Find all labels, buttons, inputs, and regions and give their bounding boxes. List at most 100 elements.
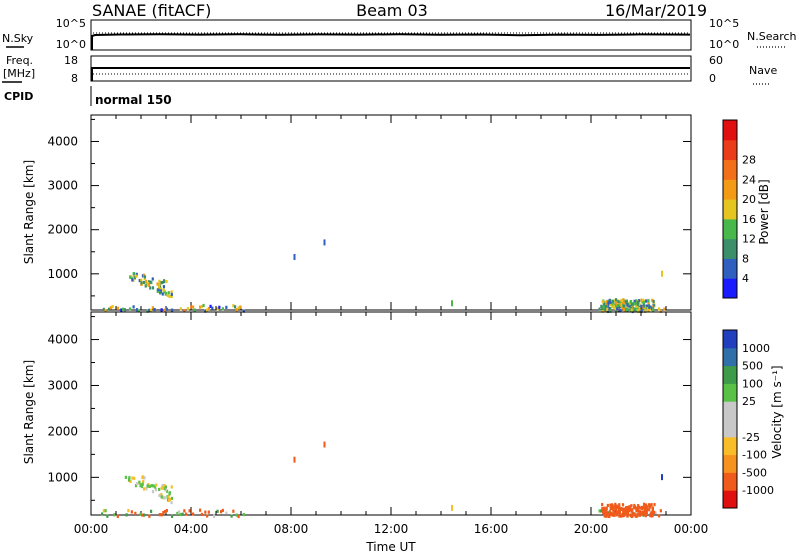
data-cell: [232, 509, 235, 513]
data-cell: [598, 509, 601, 513]
x-tick-label: 00:00: [674, 522, 709, 536]
colorbar-frame: [722, 329, 738, 509]
data-cell: [601, 506, 604, 511]
data-cell: [167, 291, 170, 295]
data-cell: [611, 513, 614, 517]
data-cell: [606, 309, 610, 313]
data-cell: [102, 307, 105, 311]
data-cell: [144, 284, 147, 288]
data-cell: [663, 307, 666, 311]
data-cell: [139, 512, 142, 516]
data-cell: [636, 512, 639, 516]
data-cell: [614, 298, 618, 302]
data-cell: [648, 508, 651, 512]
data-cell: [232, 304, 235, 308]
power-data: [102, 239, 666, 314]
data-cell: [636, 302, 639, 306]
nsearch-tick-low: 10^0: [709, 38, 739, 51]
data-cell: [605, 513, 608, 517]
data-cell: [609, 300, 612, 304]
data-cell: [148, 484, 151, 488]
data-cell: [635, 507, 638, 511]
data-cell: [129, 307, 132, 311]
data-cell: [613, 306, 616, 310]
data-cell: [167, 498, 171, 502]
data-cell: [646, 505, 649, 509]
data-cell: [638, 302, 641, 306]
data-cell: [658, 514, 661, 518]
data-cell: [635, 299, 638, 303]
beam-title: Beam 03: [356, 1, 428, 20]
data-cell: [225, 511, 228, 515]
data-cell: [631, 514, 634, 518]
data-cell: [168, 492, 171, 496]
data-cell: [601, 306, 604, 310]
data-cell: [170, 485, 173, 489]
data-cell: [164, 488, 167, 492]
power-panel: 1000 2000 3000 4000 Slant Range [km] 4 8 12 16…: [22, 114, 771, 314]
data-cell: [617, 308, 620, 312]
data-cell: [651, 298, 654, 302]
data-cell: [642, 510, 646, 514]
data-cell: [145, 487, 148, 491]
power-x-axis: [90, 115, 692, 310]
data-cell: [242, 309, 245, 313]
data-cell: [620, 298, 623, 303]
data-cell: [618, 302, 621, 307]
nsky-tick-low: 10^0: [56, 38, 86, 51]
colorbar-segment: [723, 490, 737, 509]
colorbar-segment: [723, 472, 737, 491]
data-cell: [161, 280, 164, 285]
data-cell: [166, 498, 170, 502]
colorbar-segment: [723, 179, 737, 200]
data-cell: [638, 505, 641, 509]
data-cell: [207, 510, 210, 514]
data-cell: [161, 486, 165, 490]
nave-tick-high: 60: [709, 54, 723, 67]
data-cell: [193, 308, 196, 312]
data-cell: [633, 302, 636, 306]
data-cell: [167, 494, 170, 499]
data-cell: [176, 511, 179, 516]
data-cell: [644, 505, 647, 509]
data-cell: [140, 281, 143, 285]
data-cell: [614, 502, 617, 506]
data-cell: [630, 504, 633, 508]
data-cell: [234, 305, 237, 309]
data-cell: [164, 485, 167, 489]
data-cell: [143, 513, 146, 517]
data-cell: [612, 513, 615, 517]
data-cell: [186, 307, 189, 311]
colorbar-segment: [723, 218, 737, 240]
freq-label-line2: [MHz]: [3, 67, 35, 80]
data-cell: [618, 514, 621, 518]
data-cell: [653, 503, 656, 507]
data-cell: [601, 509, 605, 514]
y-tick-label: 2000: [47, 424, 78, 438]
data-cell: [142, 280, 146, 285]
data-cell-isolated: [451, 300, 453, 307]
colorbar-segment: [723, 347, 737, 367]
y-tick-label: 4000: [47, 134, 78, 148]
data-cell: [616, 307, 619, 311]
colorbar-segment: [723, 383, 737, 402]
noise-panel: N.Sky 10^5 10^0 10^5 10^0 N.Search: [2, 17, 797, 51]
data-cell: [636, 309, 640, 314]
data-cell: [164, 291, 168, 296]
data-cell: [132, 272, 135, 276]
data-cell: [237, 514, 240, 519]
data-cell: [622, 298, 625, 302]
colorbar-tick-label: 24: [742, 173, 756, 186]
data-cell: [621, 507, 624, 511]
data-cell: [200, 305, 203, 309]
colorbar-tick-label: -1000: [742, 484, 774, 497]
data-cell: [171, 514, 174, 518]
data-cell: [650, 503, 653, 507]
freq-trace: [91, 67, 690, 81]
data-cell: [221, 508, 224, 512]
data-cell: [647, 301, 650, 306]
data-cell: [170, 501, 173, 505]
data-cell: [645, 507, 649, 512]
data-cell: [159, 291, 162, 295]
